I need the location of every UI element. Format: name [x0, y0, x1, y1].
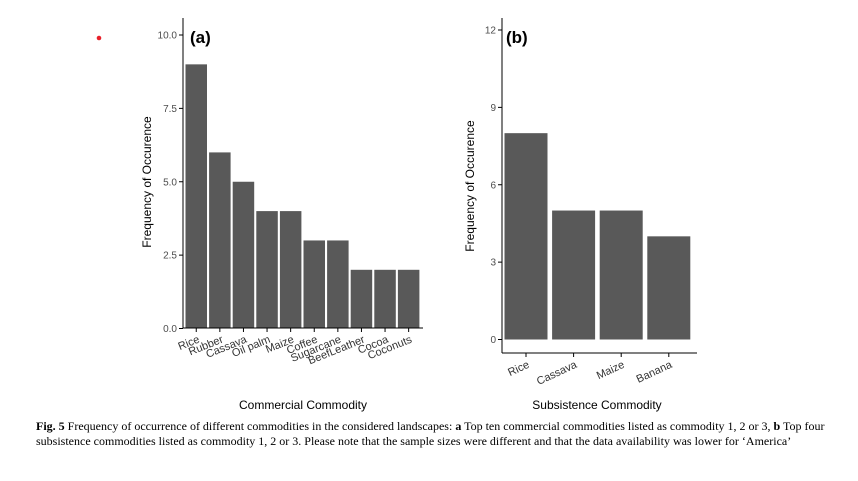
bar-rubber — [209, 152, 231, 329]
bar-cassava — [232, 181, 255, 329]
x-axis-title: Subsistence Commodity — [532, 398, 661, 412]
caption-a-label: a — [455, 419, 462, 433]
bar-maize — [599, 210, 643, 340]
caption-b-label: b — [773, 419, 781, 433]
y-tick-label-2: 6 — [490, 180, 496, 191]
y-axis-title: Frequency of Occurence — [140, 116, 154, 248]
bar-banana — [647, 236, 691, 340]
bar-rice — [504, 133, 548, 340]
bar-coffee — [303, 240, 325, 329]
y-tick-label-0: 0.0 — [163, 324, 177, 335]
x-tick-label-cassava: Cassava — [535, 358, 580, 387]
bar-coconuts — [397, 269, 420, 329]
bar-cassava — [552, 210, 596, 340]
y-tick-label-3: 7.5 — [163, 104, 177, 115]
panel-b-chart: 0 3 6 9 12 Rice Cassava Maize Banana Frequency of… — [463, 18, 697, 412]
x-tick-label-rice: Rice — [506, 359, 531, 379]
panel-label: (a) — [190, 28, 211, 47]
y-tick-label-0: 0 — [490, 335, 496, 346]
y-tick-label-3: 9 — [490, 103, 496, 114]
x-tick-label-maize: Maize — [595, 359, 627, 382]
bar-cocoa — [374, 269, 396, 329]
red-marker-dot — [96, 35, 102, 41]
caption-text-1: Frequency of occurrence of different com… — [64, 419, 456, 433]
figure-caption: Fig. 5 Frequency of occurrence of differ… — [36, 419, 826, 449]
y-tick-label-4: 12 — [485, 26, 497, 37]
bar-maize — [279, 211, 302, 329]
y-tick-label-1: 2.5 — [163, 251, 177, 262]
bar-beefleather — [350, 269, 373, 329]
y-axis-title: Frequency of Occurence — [463, 120, 477, 252]
y-tick-label-4: 10.0 — [158, 31, 178, 42]
caption-text-3: Top four subsistence commodities listed … — [36, 419, 825, 448]
bar-rice — [185, 64, 207, 329]
x-axis-title: Commercial Commodity — [239, 398, 367, 412]
caption-text-2: Top ten commercial commodities listed as… — [461, 419, 774, 433]
y-tick-label-2: 5.0 — [163, 177, 177, 188]
bar-oil-palm — [256, 211, 278, 329]
bar-sugarcane — [327, 240, 349, 329]
panel-label: (b) — [506, 28, 528, 47]
x-tick-label-banana: Banana — [635, 358, 675, 385]
caption-fig-label: Fig. 5 — [36, 419, 65, 433]
y-tick-label-1: 3 — [490, 258, 496, 269]
